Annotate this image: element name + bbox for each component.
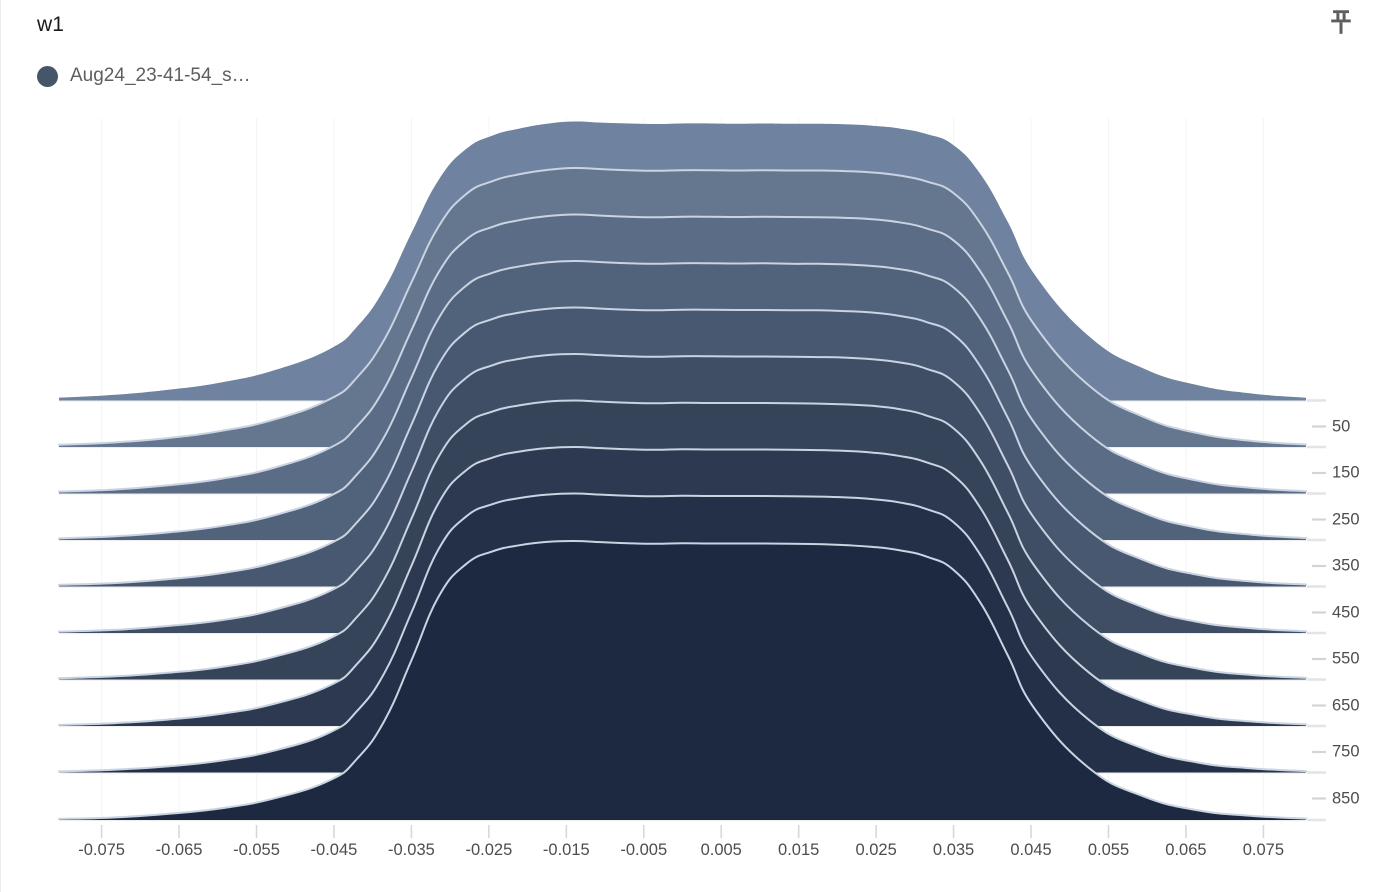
y-axis-tick-label: 450 <box>1332 603 1360 621</box>
page-title: w1 <box>37 13 65 36</box>
x-axis-tick-label: 0.035 <box>932 841 975 859</box>
x-axis-tick-label: 0.075 <box>1242 841 1285 859</box>
x-axis-tick-label: 0.055 <box>1087 841 1130 859</box>
ridge-outline <box>58 492 1307 773</box>
x-axis-tick-label: -0.015 <box>542 841 590 859</box>
legend-item-label: Aug24_23-41-54_s… <box>70 65 251 86</box>
y-axis-tick-label: 350 <box>1332 556 1360 575</box>
pin-button[interactable] <box>1326 6 1356 38</box>
x-axis-tick-label: 0.065 <box>1165 841 1207 859</box>
x-axis-tick-label: 0.045 <box>1010 841 1052 859</box>
ridge-outline <box>58 353 1307 633</box>
x-axis-tick-label: -0.045 <box>310 841 358 859</box>
y-axis-tick-label: 750 <box>1332 742 1360 761</box>
ridge-areas <box>58 121 1307 820</box>
ridge-outline <box>58 306 1307 586</box>
ridge-outline <box>58 259 1307 540</box>
legend[interactable]: Aug24_23-41-54_s… <box>37 64 251 88</box>
ridge-area <box>59 540 1306 820</box>
x-axis-tick-label: -0.055 <box>233 841 280 859</box>
x-axis-ticks <box>100 825 1265 838</box>
y-axis-tick-label: 550 <box>1332 649 1360 668</box>
x-axis-tick-label: -0.025 <box>465 841 513 859</box>
ridge-outline <box>58 399 1307 680</box>
ridge-outline <box>58 213 1307 493</box>
y-axis-tick-label: 50 <box>1332 417 1351 435</box>
y-axis-tick-label: 150 <box>1332 463 1360 482</box>
ridge-outline <box>58 166 1307 446</box>
x-axis-tick-label: -0.005 <box>620 841 668 859</box>
legend-color-swatch <box>37 65 58 87</box>
pushpin-icon <box>1328 8 1354 36</box>
x-axis-tick-label: 0.025 <box>855 841 897 859</box>
y-axis-tick-label: 650 <box>1332 696 1360 714</box>
x-axis-tick-label: 0.005 <box>700 841 742 859</box>
x-axis-tick-label: -0.075 <box>78 841 125 859</box>
ridge-outline <box>58 539 1307 820</box>
y-axis-tick-label: 850 <box>1332 789 1360 807</box>
y-axis-ticks <box>1307 399 1326 822</box>
y-axis-tick-label: 250 <box>1332 510 1360 528</box>
x-axis-tick-label: -0.065 <box>155 841 203 859</box>
x-axis-tick-label: -0.035 <box>388 841 435 859</box>
x-axis-tick-label: 0.015 <box>778 841 820 859</box>
ridge-outline <box>58 446 1307 726</box>
